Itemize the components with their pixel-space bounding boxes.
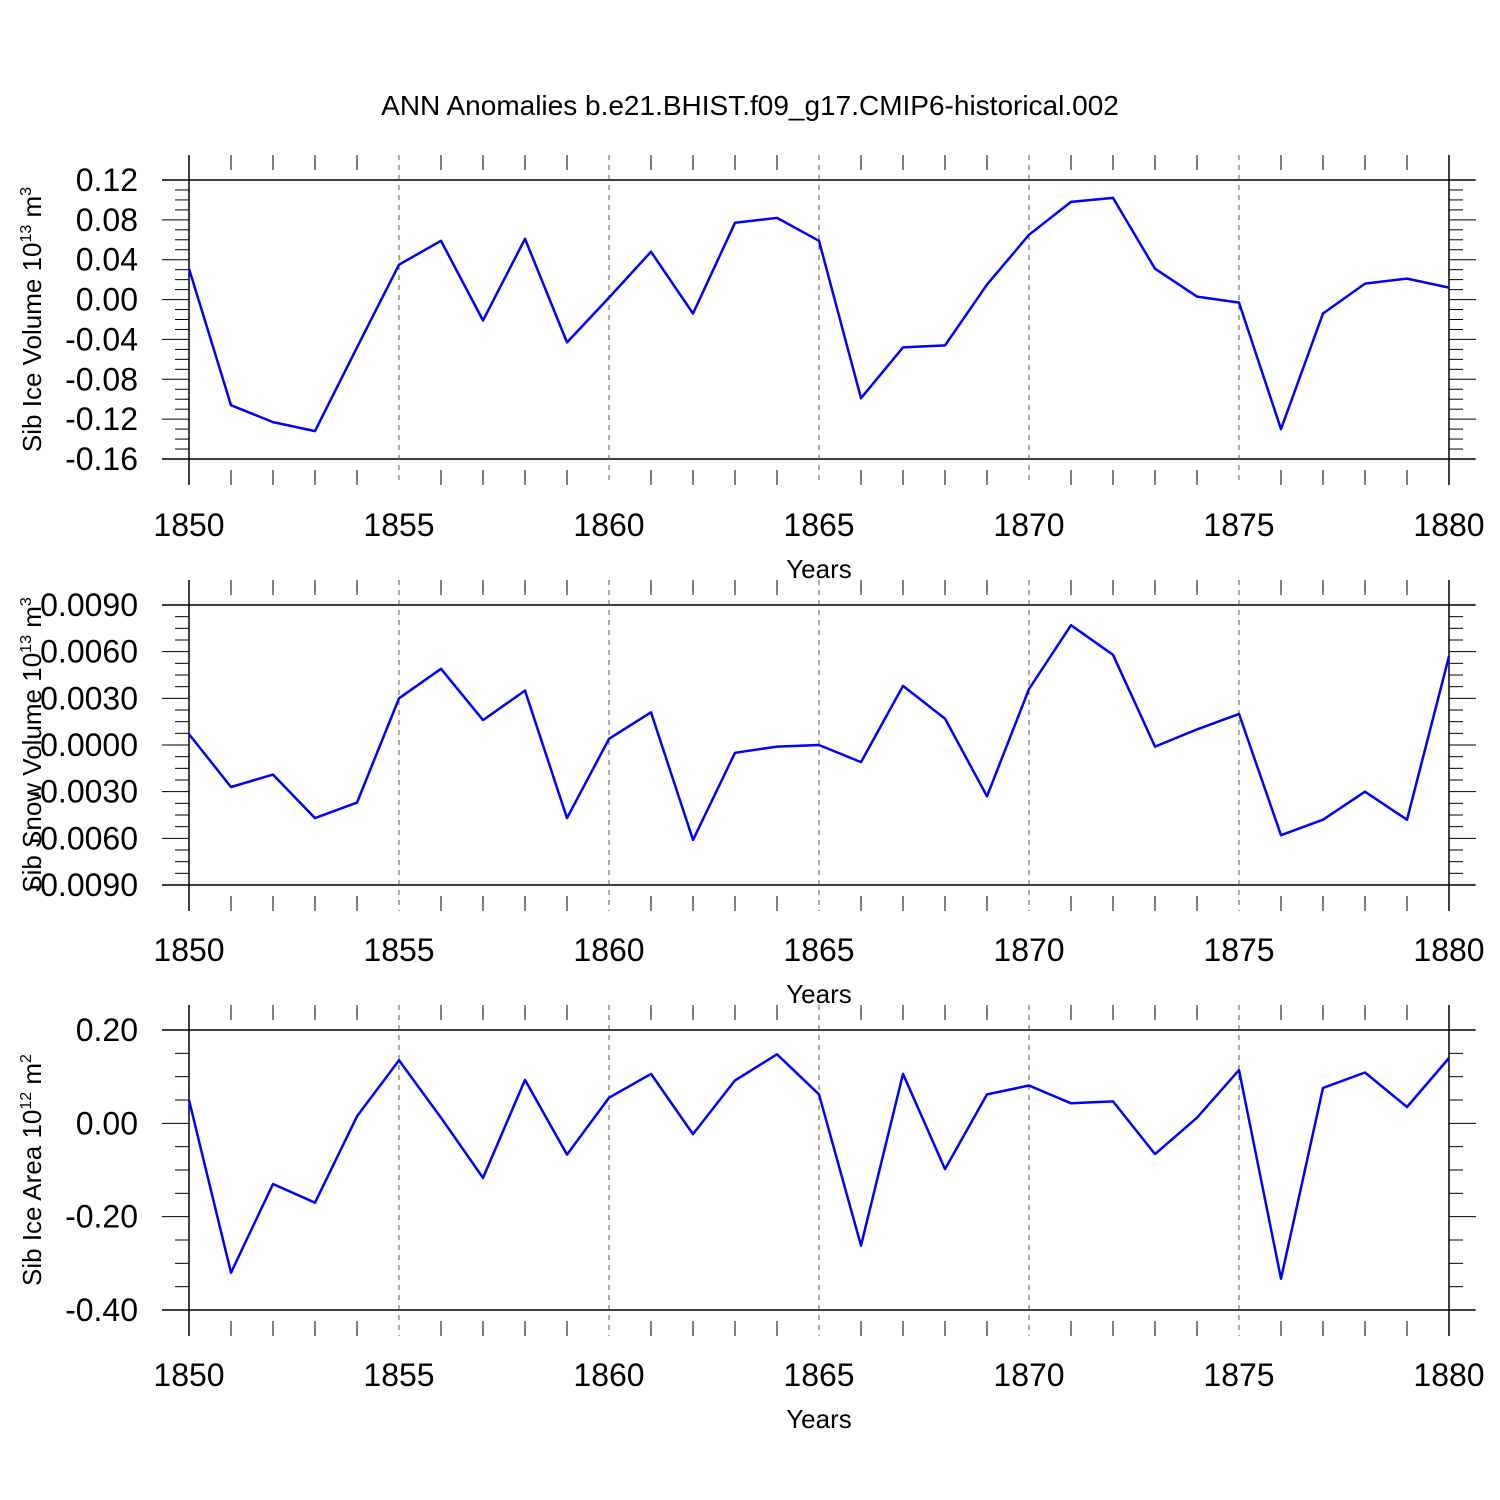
x-axis-label: Years (786, 979, 852, 1009)
x-tick-label: 1850 (153, 507, 224, 543)
panels: 0.120.080.040.00-0.04-0.08-0.12-0.161850… (17, 155, 1485, 1434)
x-tick-label: 1865 (783, 1357, 854, 1393)
x-tick-label: 1880 (1413, 507, 1484, 543)
y-tick-label: 0.08 (76, 202, 138, 238)
x-tick-label: 1860 (573, 507, 644, 543)
y-axis-label: Sib Ice Volume 1013 m3 (17, 187, 47, 452)
y-tick-label: 0.20 (76, 1012, 138, 1048)
x-axis-label: Years (786, 1404, 852, 1434)
x-tick-label: 1870 (993, 507, 1064, 543)
y-tick-label: 0.0060 (40, 634, 138, 670)
x-tick-label: 1875 (1203, 507, 1274, 543)
y-tick-label: -0.16 (65, 441, 138, 477)
y-tick-label: 0.0030 (40, 680, 138, 716)
panel-1: 0.12 0.08 0.04 0.00-0.04 -0.08 -0.12 -0.16 1850… (17, 155, 1485, 584)
y-axis-label: Sib Ice Area 1012 m2 (17, 1054, 47, 1286)
x-tick-label: 1865 (783, 932, 854, 968)
y-tick-label: 0.12 (76, 162, 138, 198)
y-tick-label: -0.0090 (29, 867, 138, 903)
x-tick-label: 1860 (573, 932, 644, 968)
panel-3: 0.20 0.00 -0.20 -0.40 1850 1855 1860 1865 1870 18… (17, 1005, 1485, 1434)
y-tick-label: -0.0060 (29, 820, 138, 856)
x-axis-label: Years (786, 554, 852, 584)
x-tick-label: 1865 (783, 507, 854, 543)
y-tick-label: -0.40 (65, 1292, 138, 1328)
y-tick-label: 0.0090 (40, 587, 138, 623)
x-tick-label: 1875 (1203, 932, 1274, 968)
x-tick-label: 1855 (363, 932, 434, 968)
x-tick-label: 1855 (363, 1357, 434, 1393)
x-tick-label: 1870 (993, 932, 1064, 968)
x-tick-label: 1850 (153, 1357, 224, 1393)
y-tick-label: -0.04 (65, 321, 138, 357)
x-tick-label: 1880 (1413, 932, 1484, 968)
y-tick-label: 0.00 (76, 1105, 138, 1141)
x-tick-label: 1880 (1413, 1357, 1484, 1393)
y-axis-label: Sib Snow Volume 1013 m3 (17, 597, 47, 893)
y-tick-label: -0.20 (65, 1199, 138, 1235)
y-tick-label: 0.0000 (40, 727, 138, 763)
x-tick-label: 1850 (153, 932, 224, 968)
y-tick-label: 0.04 (76, 242, 138, 278)
x-tick-label: 1860 (573, 1357, 644, 1393)
y-tick-label: -0.0030 (29, 774, 138, 810)
chart-title: ANN Anomalies b.e21.BHIST.f09_g17.CMIP6-… (381, 90, 1119, 121)
y-tick-label: -0.12 (65, 401, 138, 437)
x-tick-label: 1875 (1203, 1357, 1274, 1393)
panel-2: 0.0090 0.0060 0.0030 0.0000 -0.0030 -0.0060 -0… (17, 580, 1485, 1009)
x-tick-label: 1855 (363, 507, 434, 543)
x-tick-label: 1870 (993, 1357, 1064, 1393)
y-tick-label: -0.08 (65, 361, 138, 397)
y-tick-label: 0.00 (76, 282, 138, 318)
